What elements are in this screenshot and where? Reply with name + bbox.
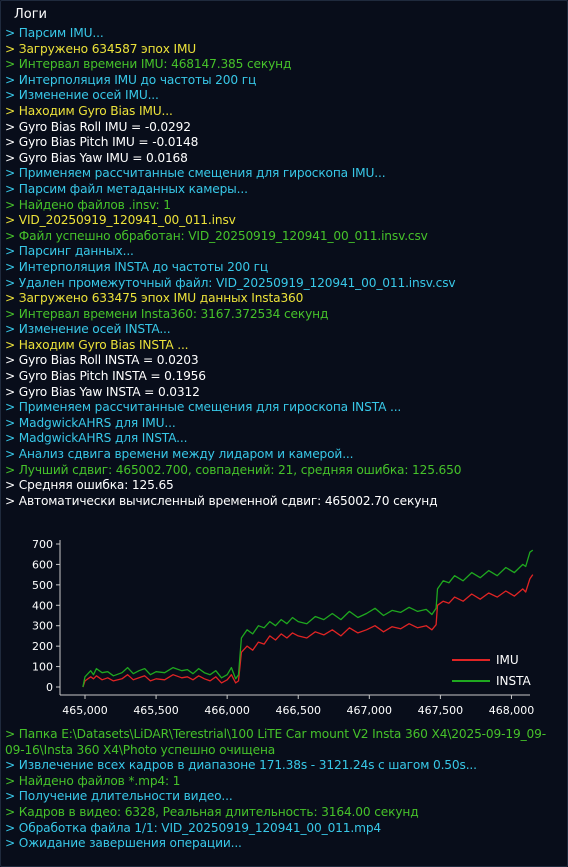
log-line: > Загружено 634587 эпох IMU bbox=[5, 41, 197, 56]
log-line: > Лучший сдвиг: 465002.700, совпадений: … bbox=[5, 462, 462, 477]
x-tick-label: 466,000 bbox=[204, 704, 250, 717]
y-tick-label: 700 bbox=[32, 538, 53, 551]
log-line: > MadgwickAHRS для INSTA... bbox=[5, 431, 188, 446]
log-list-bottom[interactable]: > Папка E:\Datasets\LiDAR\Terestrial\100… bbox=[5, 727, 563, 852]
panel-title: Логи bbox=[14, 7, 48, 22]
log-line: > Gyro Bias Roll IMU = -0.0292 bbox=[5, 119, 191, 134]
chart-svg: 0 100 200 300 400 500 600 700 465,000 465,500 466,… bbox=[32, 538, 535, 717]
log-line: > Находим Gyro Bias INSTA ... bbox=[5, 337, 189, 352]
y-tick-label: 100 bbox=[32, 661, 53, 674]
log-line: > Обработка файла 1/1: VID_20250919_1209… bbox=[5, 820, 382, 835]
x-tick-label: 467,500 bbox=[418, 704, 464, 717]
y-tick-label: 300 bbox=[32, 620, 53, 633]
log-line: > Найдено файлов *.mp4: 1 bbox=[5, 773, 181, 788]
log-line: > Интерполяция INSTA до частоты 200 гц bbox=[5, 259, 269, 274]
log-line: > Получение длительности видео... bbox=[5, 789, 233, 804]
time-shift-chart: 0 100 200 300 400 500 600 700 465,000 465,500 466,… bbox=[0, 530, 568, 725]
log-line: > Gyro Bias Yaw IMU = 0.0168 bbox=[5, 150, 188, 165]
series-line-imu bbox=[82, 574, 534, 688]
log-line: > Интерполяция IMU до частоты 200 гц bbox=[5, 72, 257, 87]
log-line: > Применяем рассчитанные смещения для ги… bbox=[5, 400, 402, 415]
log-line: > Gyro Bias Pitch INSTA = 0.1956 bbox=[5, 369, 206, 384]
log-line: > Найдено файлов .insv: 1 bbox=[5, 197, 171, 212]
log-line: > Загружено 633475 эпох IMU данных Insta… bbox=[5, 291, 304, 306]
log-line: > Ожидание завершения операции... bbox=[5, 836, 242, 851]
log-line: > Gyro Bias Roll INSTA = 0.0203 bbox=[5, 353, 199, 368]
log-line: > VID_20250919_120941_00_011.insv bbox=[5, 213, 236, 228]
legend-label-imu: IMU bbox=[496, 653, 519, 667]
x-tick-label: 465,500 bbox=[133, 704, 179, 717]
log-line: > Кадров в видео: 6328, Реальная длитель… bbox=[5, 804, 419, 819]
log-line: > Интервал времени Insta360: 3167.372534… bbox=[5, 306, 329, 321]
log-line: > Папка E:\Datasets\LiDAR\Terestrial\100… bbox=[5, 727, 546, 757]
y-tick-label: 0 bbox=[46, 681, 53, 694]
log-line: > Парсим файл метаданных камеры... bbox=[5, 181, 248, 196]
x-tick-label: 468,000 bbox=[489, 704, 535, 717]
y-tick-label: 400 bbox=[32, 599, 53, 612]
log-line: > Файл успешно обработан: VID_20250919_1… bbox=[5, 228, 428, 243]
log-line: > Находим Gyro Bias IMU... bbox=[5, 103, 173, 118]
log-line: > Интервал времени IMU: 468147.385 секун… bbox=[5, 57, 292, 72]
log-line: > Gyro Bias Yaw INSTA = 0.0312 bbox=[5, 384, 200, 399]
x-tick-label: 467,000 bbox=[347, 704, 393, 717]
y-tick-label: 500 bbox=[32, 579, 53, 592]
y-tick-label: 200 bbox=[32, 640, 53, 653]
log-line: > Парсинг данных... bbox=[5, 244, 134, 259]
log-line: > Автоматически вычисленный временной сд… bbox=[5, 493, 438, 508]
log-line: > MadgwickAHRS для IMU... bbox=[5, 415, 176, 430]
log-line: > Изменение осей IMU... bbox=[5, 88, 159, 103]
x-tick-label: 466,500 bbox=[275, 704, 321, 717]
series-line-insta bbox=[82, 549, 534, 688]
log-line: > Анализ сдвига времени между лидаром и … bbox=[5, 447, 354, 462]
y-tick-label: 600 bbox=[32, 558, 53, 571]
log-line: > Gyro Bias Pitch IMU = -0.0148 bbox=[5, 135, 199, 150]
x-tick-label: 465,000 bbox=[62, 704, 108, 717]
log-line: > Извлечение всех кадров в диапазоне 171… bbox=[5, 758, 477, 773]
log-line: > Средняя ошибка: 125.65 bbox=[5, 478, 174, 493]
log-line: > Изменение осей INSTA... bbox=[5, 322, 171, 337]
legend-label-insta: INSTA bbox=[496, 674, 532, 688]
log-line: > Удален промежуточный файл: VID_2025091… bbox=[5, 275, 456, 290]
log-list-top[interactable]: > Парсим IMU... > Загружено 634587 эпох I… bbox=[5, 26, 563, 509]
log-line: > Применяем рассчитанные смещения для ги… bbox=[5, 166, 386, 181]
log-line: > Парсим IMU... bbox=[5, 26, 104, 40]
